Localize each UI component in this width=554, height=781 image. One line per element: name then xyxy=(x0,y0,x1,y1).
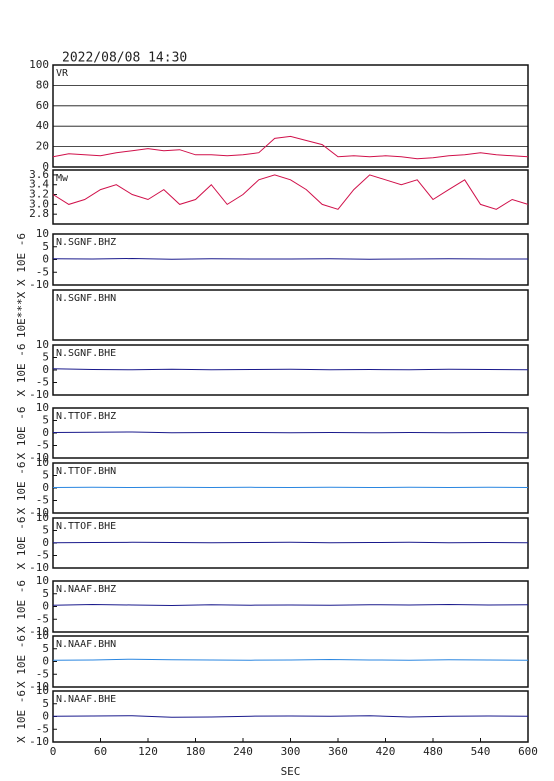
y-tick-label: -5 xyxy=(36,549,49,562)
y-axis-label: X 10E -6 xyxy=(15,462,28,515)
y-tick-label: 5 xyxy=(42,414,49,427)
y-tick-label: 5 xyxy=(42,587,49,600)
x-tick-label: 0 xyxy=(50,745,57,758)
y-tick-label: 0 xyxy=(42,481,49,494)
y-tick-label: -10 xyxy=(29,680,49,693)
y-tick-label: -5 xyxy=(36,376,49,389)
series-label: N.SGNF.BHN xyxy=(56,293,116,304)
y-tick-label: 80 xyxy=(36,78,49,91)
data-line xyxy=(52,135,529,160)
data-line xyxy=(52,541,529,544)
y-tick-label: 10 xyxy=(36,574,49,587)
y-axis-label: X 10E -6 xyxy=(15,580,28,633)
y-tick-label: 0 xyxy=(42,160,49,173)
y-tick-label: -10 xyxy=(29,388,49,401)
series-label: VR xyxy=(56,68,69,79)
series-label: N.TTOF.BHN xyxy=(56,466,116,477)
y-tick-label: -10 xyxy=(29,561,49,574)
panel-frame xyxy=(52,169,529,225)
y-axis-label: X 10E -6 xyxy=(15,407,28,460)
x-tick-label: 600 xyxy=(518,745,538,758)
y-tick-label: 5 xyxy=(42,240,49,253)
y-axis-label: 10E***X xyxy=(15,291,28,338)
series-label: N.NAAF.BHE xyxy=(56,694,116,705)
y-tick-label: 100 xyxy=(29,58,49,71)
series-label: N.TTOF.BHE xyxy=(56,521,116,532)
x-tick-label: 480 xyxy=(423,745,443,758)
data-line xyxy=(52,715,529,718)
series-label: N.SGNF.BHZ xyxy=(56,237,116,248)
y-tick-label: 10 xyxy=(36,456,49,469)
y-tick-label: 5 xyxy=(42,697,49,710)
y-tick-label: -5 xyxy=(36,439,49,452)
data-line xyxy=(52,257,528,260)
chart-title: 2022/08/08 14:30 xyxy=(62,51,187,66)
panel-frame xyxy=(52,635,529,688)
data-line xyxy=(52,368,529,371)
series-label: N.NAAF.BHN xyxy=(56,639,116,650)
x-tick-label: 60 xyxy=(94,745,107,758)
data-line xyxy=(52,431,529,434)
y-axis-label: X 10E -6 xyxy=(15,344,28,397)
y-tick-label: -10 xyxy=(29,735,49,748)
y-tick-label: 0 xyxy=(42,536,49,549)
y-tick-label: 3.4 xyxy=(29,178,49,191)
x-tick-label: 360 xyxy=(328,745,348,758)
y-axis-label: X 10E -6 xyxy=(15,690,28,743)
y-tick-label: 10 xyxy=(36,338,49,351)
y-tick-label: 5 xyxy=(42,351,49,364)
y-tick-label: 0 xyxy=(42,426,49,439)
x-tick-label: 120 xyxy=(138,745,158,758)
y-tick-label: 2.8 xyxy=(29,207,49,220)
series-label: N.TTOF.BHZ xyxy=(56,411,116,422)
y-tick-label: 10 xyxy=(36,629,49,642)
y-tick-label: 3.6 xyxy=(29,168,49,181)
y-tick-label: -5 xyxy=(36,494,49,507)
y-tick-label: -5 xyxy=(36,722,49,735)
y-tick-label: 0 xyxy=(42,655,49,668)
y-tick-label: 10 xyxy=(36,511,49,524)
y-tick-label: 5 xyxy=(42,642,49,655)
y-tick-label: 20 xyxy=(36,140,49,153)
y-axis-label: X 10E -6 xyxy=(15,517,28,570)
y-tick-label: 10 xyxy=(36,401,49,414)
y-tick-label: -5 xyxy=(36,667,49,680)
panel-frame xyxy=(52,462,529,514)
panel-frame xyxy=(52,580,529,633)
y-tick-label: 10 xyxy=(36,227,49,240)
y-tick-label: 0 xyxy=(42,253,49,266)
y-tick-label: 5 xyxy=(42,524,49,537)
series-label: N.NAAF.BHZ xyxy=(56,584,116,595)
y-tick-label: -10 xyxy=(29,625,49,638)
y-tick-label: 40 xyxy=(36,119,49,132)
y-axis-label: X 10E -6 xyxy=(15,233,28,286)
y-tick-label: -5 xyxy=(36,612,49,625)
x-tick-label: 420 xyxy=(376,745,396,758)
x-axis-label: SEC xyxy=(281,765,301,778)
x-tick-label: 540 xyxy=(471,745,491,758)
data-line xyxy=(52,174,529,210)
series-label: N.SGNF.BHE xyxy=(56,348,116,359)
y-tick-label: 0 xyxy=(42,363,49,376)
data-line xyxy=(52,658,529,661)
y-tick-label: -10 xyxy=(29,278,49,291)
series-label: Mw xyxy=(56,173,69,184)
y-tick-label: 0 xyxy=(42,600,49,613)
y-tick-label: -10 xyxy=(29,451,49,464)
y-tick-label: 3.0 xyxy=(29,197,49,210)
y-tick-label: -5 xyxy=(36,265,49,278)
y-tick-label: 0 xyxy=(42,710,49,723)
data-line xyxy=(52,603,529,607)
x-tick-label: 180 xyxy=(186,745,206,758)
y-tick-label: 3.2 xyxy=(29,188,49,201)
x-tick-label: 240 xyxy=(233,745,253,758)
y-tick-label: -10 xyxy=(29,506,49,519)
y-axis-label: X 10E -6 xyxy=(15,635,28,688)
y-tick-label: 60 xyxy=(36,99,49,112)
panel-frame xyxy=(52,289,529,341)
y-tick-label: 5 xyxy=(42,469,49,482)
x-tick-label: 300 xyxy=(281,745,301,758)
y-tick-label: 10 xyxy=(36,684,49,697)
